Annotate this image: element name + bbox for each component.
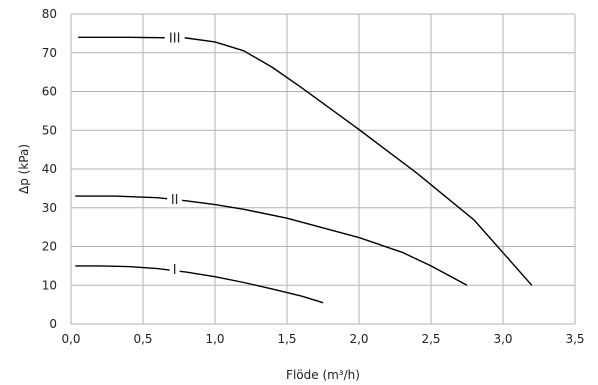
y-tick-label: 60 [42,85,57,99]
curve-label-background [169,260,180,277]
curves [75,36,533,304]
y-tick-label: 50 [42,123,57,137]
y-tick-label: 10 [42,278,57,292]
curve-III [78,36,533,286]
curve-label: I [173,263,177,278]
curve-I [75,265,324,304]
x-axis-title: Flöde (m³/h) [286,368,360,382]
y-tick-label: 30 [42,201,57,215]
x-tick-label: 0,0 [61,332,80,346]
y-tick-label: 70 [42,46,57,60]
x-tick-label: 3,0 [493,332,512,346]
curve-label: III [169,31,181,46]
curve-label-background [164,29,185,46]
x-tick-label: 1,0 [205,332,224,346]
x-tick-label: 2,5 [421,332,440,346]
curve-label-background [167,191,183,208]
x-tick-label: 0,5 [133,332,152,346]
x-tick-label: 3,5 [565,332,584,346]
x-tick-label: 2,0 [349,332,368,346]
y-axis-title: Δp (kPa) [17,144,31,194]
y-tick-label: 40 [42,162,57,176]
y-tick-label: 0 [49,317,57,331]
y-tick-label: 80 [42,7,57,21]
x-tick-label: 1,5 [277,332,296,346]
y-tick-label: 20 [42,240,57,254]
grid-lines [70,13,576,325]
curve-label: II [171,193,179,208]
curve-II [75,195,468,286]
tick-labels: 0,0 0,5 1,0 1,5 2,0 2,5 3,0 3,5 0 10 20 30 40 50 60 70 8… [42,7,585,346]
